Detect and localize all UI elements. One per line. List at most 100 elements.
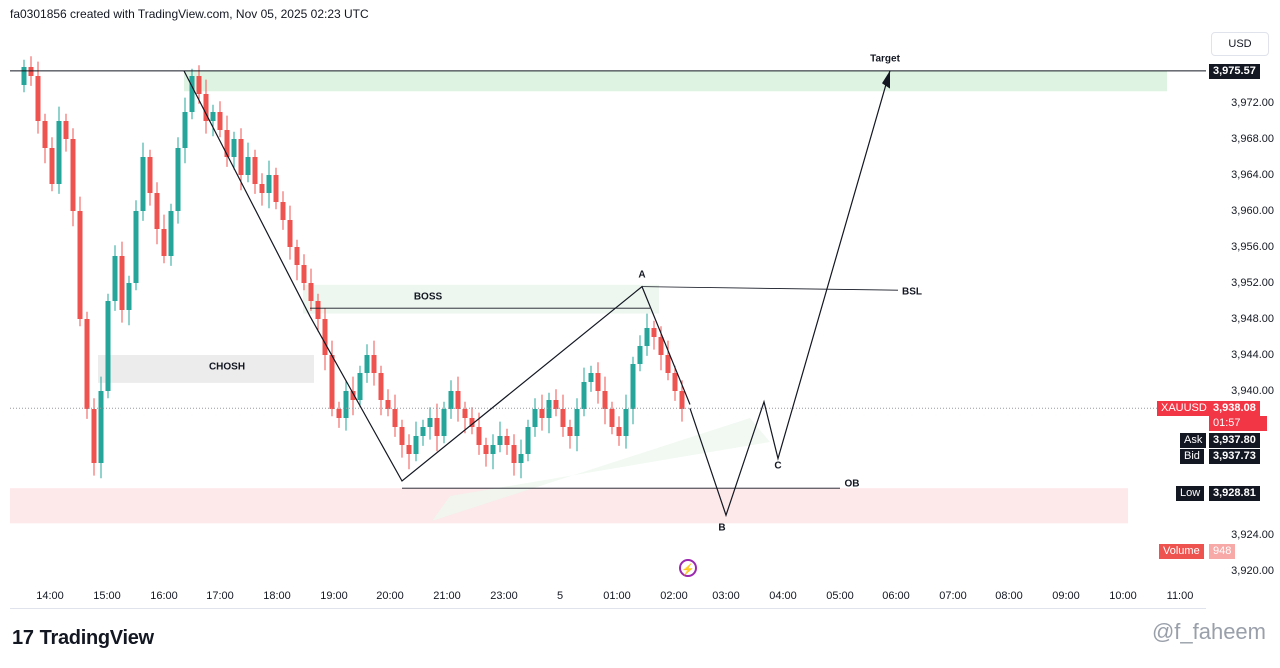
candle <box>546 392 552 434</box>
candle-body <box>630 364 636 409</box>
candle <box>98 376 104 479</box>
candle <box>70 128 76 227</box>
candle-body <box>364 355 370 373</box>
y-tick-label: 3,948.00 <box>1231 313 1274 325</box>
boss-label: BOSS <box>413 291 443 303</box>
candle-body <box>238 139 244 175</box>
y-tick-label: 3,944.00 <box>1231 349 1274 361</box>
candle-body <box>287 220 293 247</box>
swing-structure-line <box>183 70 691 482</box>
candle-body <box>644 328 650 346</box>
candle-body <box>420 427 426 436</box>
chosh-zone <box>98 355 314 383</box>
candle <box>322 308 328 371</box>
candle <box>140 142 146 221</box>
candle-body <box>280 202 286 220</box>
candle <box>378 365 384 416</box>
x-tick-label: 04:00 <box>769 590 797 602</box>
candle-body <box>462 409 468 418</box>
candle <box>203 79 209 134</box>
candle-body <box>560 409 566 427</box>
candle-body <box>112 256 118 301</box>
candle <box>539 394 545 431</box>
candle <box>392 394 398 437</box>
candle-body <box>161 229 167 256</box>
candle <box>224 115 230 167</box>
candle-body <box>245 157 251 175</box>
candle <box>497 421 503 453</box>
candle-body <box>357 373 363 400</box>
ask-label: Ask <box>1180 433 1207 448</box>
candle-body <box>119 256 125 310</box>
x-tick-label: 15:00 <box>93 590 121 602</box>
candle-body <box>301 265 307 283</box>
candle-body <box>273 175 279 202</box>
bid-label: Bid <box>1180 449 1204 464</box>
candle <box>490 434 496 470</box>
candle <box>336 401 342 428</box>
time-axis-border <box>10 608 1206 609</box>
candle-body <box>539 409 545 418</box>
y-tick-label: 3,968.00 <box>1231 133 1274 145</box>
candle-body <box>42 121 48 148</box>
target-label: Target <box>870 53 900 65</box>
candle-body <box>217 112 223 130</box>
x-tick-label: 05:00 <box>826 590 854 602</box>
y-tick-label: 3,924.00 <box>1231 529 1274 541</box>
last-price-value: 3,938.08 <box>1209 401 1260 416</box>
candle-body <box>406 445 412 454</box>
candle <box>371 340 377 386</box>
price-axis[interactable]: 3,972.00 3,968.00 3,964.00 3,960.00 3,956.00… <box>1207 26 1280 606</box>
candle-body <box>252 157 258 184</box>
candle <box>406 434 412 470</box>
candle <box>441 401 447 444</box>
candle-body <box>609 409 615 427</box>
candle-body <box>504 436 510 445</box>
x-tick-label: 11:00 <box>1166 590 1194 602</box>
candle <box>385 389 391 417</box>
candle-body <box>224 130 230 157</box>
candle-body <box>294 247 300 265</box>
x-tick-label: 18:00 <box>263 590 291 602</box>
candle <box>231 131 237 170</box>
candle <box>532 398 538 437</box>
author-watermark: @f_faheem <box>1151 619 1266 644</box>
candle <box>245 142 251 183</box>
x-tick-label: 5 <box>556 590 564 602</box>
replay-icon[interactable]: ⚡ <box>679 559 697 577</box>
candle-body <box>567 427 573 436</box>
target-zone <box>184 70 1167 92</box>
candle-body <box>77 211 83 319</box>
candle <box>588 365 594 392</box>
candle <box>364 344 370 383</box>
x-tick-label: 10:00 <box>1109 590 1137 602</box>
candle-body <box>434 418 440 436</box>
bsl-label: BSL <box>902 286 922 298</box>
candle-body <box>91 409 97 463</box>
candle <box>469 407 475 435</box>
y-tick-label: 3,960.00 <box>1231 205 1274 217</box>
x-tick-label: 23:00 <box>490 590 518 602</box>
candle <box>616 416 622 446</box>
tradingview-mark-icon: 17 <box>12 627 34 649</box>
candle-body <box>553 400 559 409</box>
candle-body <box>427 418 433 427</box>
price-chart[interactable] <box>10 26 1206 606</box>
candle-body <box>56 121 62 184</box>
currency-selector[interactable]: USD <box>1211 32 1269 56</box>
candle-body <box>126 283 132 310</box>
candle-body <box>497 436 503 445</box>
ob-zone <box>10 488 1128 524</box>
chart-credit: fa0301856 created with TradingView.com, … <box>10 7 369 21</box>
candle-body <box>154 193 160 229</box>
candle <box>574 398 580 452</box>
candle-body <box>616 427 622 436</box>
candle-body <box>133 211 139 283</box>
candle-body <box>371 355 377 373</box>
y-tick-label: 3,964.00 <box>1231 169 1274 181</box>
candle <box>77 196 83 327</box>
candle-body <box>84 319 90 409</box>
candle-body <box>588 373 594 382</box>
candle <box>49 137 55 192</box>
x-tick-label: 09:00 <box>1052 590 1080 602</box>
